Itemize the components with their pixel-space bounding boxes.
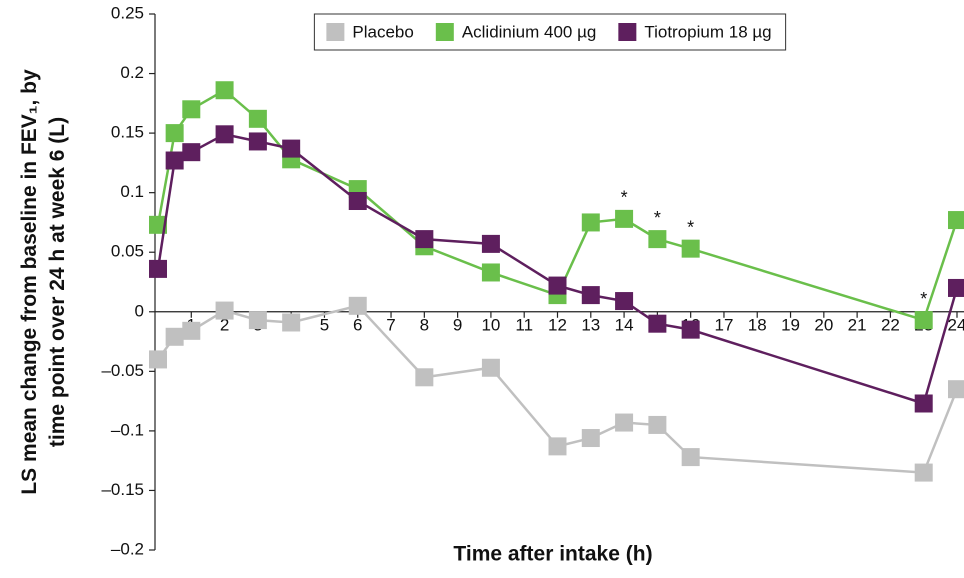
x-axis-title: Time after intake (h) xyxy=(453,543,652,566)
marker xyxy=(914,394,933,413)
legend-box xyxy=(313,13,787,51)
marker xyxy=(681,448,700,467)
marker xyxy=(615,292,634,311)
legend-label: Placebo xyxy=(352,22,413,41)
x-tick-label: 14 xyxy=(615,315,634,334)
marker xyxy=(615,209,634,228)
marker xyxy=(165,124,184,143)
marker xyxy=(248,132,267,151)
marker xyxy=(282,139,301,158)
legend-swatch xyxy=(435,23,454,41)
marker xyxy=(581,429,600,448)
marker xyxy=(914,311,933,330)
y-tick-label: –0.15 xyxy=(101,480,144,499)
x-tick-label: 8 xyxy=(420,315,429,334)
marker xyxy=(149,259,167,278)
x-tick-label: 21 xyxy=(848,315,867,334)
marker xyxy=(248,311,267,330)
legend-swatch xyxy=(618,23,637,41)
marker xyxy=(149,215,167,234)
x-tick-label: 7 xyxy=(386,315,395,334)
y-tick-label: –0.2 xyxy=(111,539,144,558)
x-tick-label: 13 xyxy=(581,315,600,334)
y-tick-label: 0.25 xyxy=(111,3,144,22)
marker xyxy=(548,437,567,456)
annotation: * xyxy=(654,208,661,228)
marker xyxy=(165,327,184,346)
marker xyxy=(149,350,167,369)
y-tick-label: 0.1 xyxy=(120,182,144,201)
marker xyxy=(615,413,634,432)
marker xyxy=(648,314,667,333)
y-axis-title-line: LS mean change from baseline in FEV₁, by xyxy=(18,69,41,495)
marker xyxy=(648,230,667,249)
x-tick-label: 20 xyxy=(814,315,833,334)
series-line xyxy=(156,88,959,322)
y-tick-label: 0.15 xyxy=(111,123,144,142)
marker xyxy=(415,230,434,249)
marker xyxy=(248,109,267,128)
x-tick-label: 19 xyxy=(781,315,800,334)
x-tick-label: 6 xyxy=(353,315,362,334)
y-tick-label: 0 xyxy=(135,301,144,320)
y-tick-label: 0.05 xyxy=(111,242,144,261)
y-axis-title-line: time point over 24 h at week 6 (L) xyxy=(46,117,69,447)
marker xyxy=(914,463,933,482)
x-tick-label: 10 xyxy=(481,315,500,334)
x-tick-label: 11 xyxy=(515,315,533,334)
marker xyxy=(282,313,301,332)
y-axis-title: LS mean change from baseline in FEV₁, by… xyxy=(18,69,69,495)
x-tick-label: 2 xyxy=(220,315,229,334)
marker xyxy=(182,321,201,340)
legend-swatch xyxy=(326,23,345,41)
series-line xyxy=(156,304,959,474)
marker xyxy=(215,301,234,320)
series-line xyxy=(156,132,959,406)
marker xyxy=(948,380,964,399)
annotation: * xyxy=(920,289,927,309)
marker xyxy=(681,320,700,339)
x-tick-label: 17 xyxy=(714,315,733,334)
marker xyxy=(182,143,201,162)
marker xyxy=(481,234,500,253)
marker xyxy=(548,276,567,295)
legend-label: Aclidinium 400 µg xyxy=(462,22,597,41)
marker xyxy=(182,100,201,119)
legend-label: Tiotropium 18 µg xyxy=(644,22,771,41)
marker xyxy=(215,125,234,144)
marker xyxy=(581,286,600,305)
marker xyxy=(215,81,234,100)
x-tick-label: 24 xyxy=(948,315,964,334)
marker xyxy=(348,192,367,211)
legend: Placebo Aclidinium 400 µg Tiotropium 18 µg xyxy=(313,13,787,51)
marker xyxy=(481,358,500,377)
marker xyxy=(648,415,667,434)
y-tick-label: –0.1 xyxy=(111,420,144,439)
marker xyxy=(348,296,367,315)
x-tick-label: 5 xyxy=(320,315,329,334)
annotation: * xyxy=(687,217,694,237)
marker xyxy=(948,278,964,297)
marker xyxy=(948,211,964,230)
marker xyxy=(481,263,500,282)
marker xyxy=(581,213,600,232)
marker xyxy=(415,368,434,387)
x-tick-label: 9 xyxy=(453,315,462,334)
annotation: * xyxy=(621,188,628,208)
x-tick-label: 12 xyxy=(548,315,567,334)
x-tick-label: 22 xyxy=(881,315,900,334)
x-tick-label: 18 xyxy=(748,315,767,334)
y-tick-label: –0.05 xyxy=(101,361,144,380)
y-tick-label: 0.2 xyxy=(120,63,144,82)
marker xyxy=(681,239,700,258)
marker xyxy=(165,151,184,170)
